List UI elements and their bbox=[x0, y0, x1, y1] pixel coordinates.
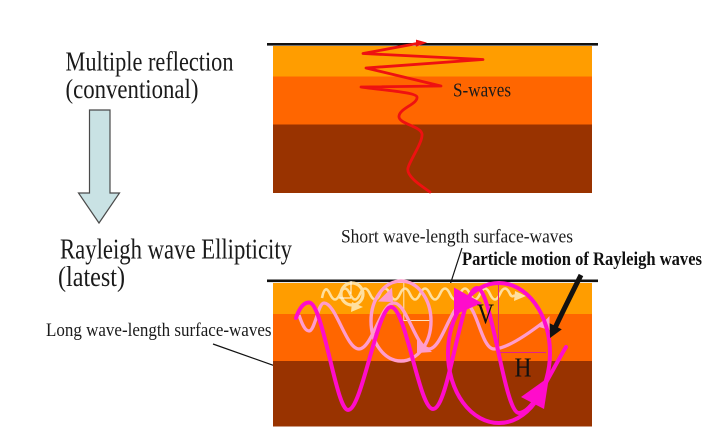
svg-text:(latest): (latest) bbox=[58, 262, 125, 293]
svg-text:Long wave-length surface-waves: Long wave-length surface-waves bbox=[46, 320, 272, 341]
svg-text:S-waves: S-waves bbox=[453, 81, 511, 102]
svg-text:(conventional): (conventional) bbox=[66, 74, 199, 104]
svg-text:H: H bbox=[515, 352, 532, 382]
svg-text:Rayleigh wave Ellipticity: Rayleigh wave Ellipticity bbox=[60, 234, 293, 265]
svg-text:V: V bbox=[477, 298, 494, 330]
svg-text:Multiple reflection: Multiple reflection bbox=[66, 46, 234, 76]
svg-text:Particle motion of Rayleigh wa: Particle motion of Rayleigh waves bbox=[462, 249, 702, 270]
svg-text:Short wave-length surface-wave: Short wave-length surface-waves bbox=[341, 227, 573, 248]
